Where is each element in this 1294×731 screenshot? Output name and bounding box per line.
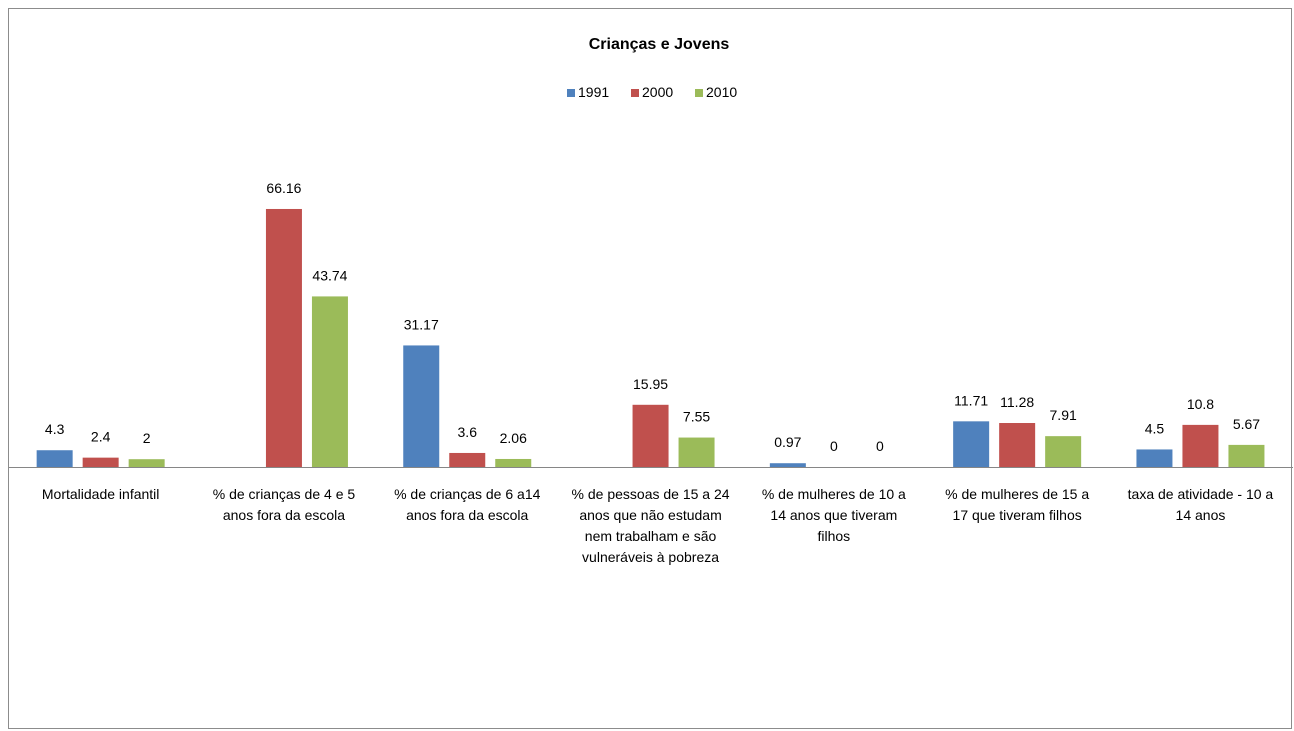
data-label-2000-0: 2.4 (91, 429, 111, 445)
data-label-1991-6: 4.5 (1145, 420, 1165, 436)
data-label-2000-4: 0 (830, 438, 838, 454)
data-label-2010-5: 7.91 (1050, 407, 1077, 423)
chart-frame: Crianças e Jovens 1991 2000 2010 4.3 2.4 2 66… (8, 8, 1293, 729)
category-label-5: % de mulheres de 15 a 17 que tiveram filh… (945, 486, 1089, 523)
category-label-4: % de mulheres de 10 a 14 anos que tiveram… (762, 486, 906, 544)
data-label-1991-0: 4.3 (45, 421, 65, 437)
category-label-3: % de pessoas de 15 a 24 anos que não estu… (572, 486, 730, 565)
category-labels: Mortalidade infantil % de crianças de 4 e… (42, 486, 1274, 565)
bar-2010-2 (495, 458, 532, 467)
data-label-2000-5: 11.28 (1000, 394, 1034, 410)
chart-svg: Crianças e Jovens 1991 2000 2010 4.3 2.4 2 66… (9, 36, 1293, 565)
legend-label-1991: 1991 (578, 84, 609, 100)
bar-2000-2 (449, 452, 486, 467)
legend-swatch-2010 (695, 89, 703, 97)
bar-2000-6 (1182, 424, 1219, 467)
bar-2010-3 (678, 437, 715, 467)
data-label-2010-6: 5.67 (1233, 416, 1260, 432)
data-label-2010-1: 43.74 (312, 267, 347, 283)
data-label-2010-4: 0 (876, 438, 884, 454)
bar-1991-2 (403, 345, 440, 467)
bar-1991-0 (36, 450, 73, 467)
legend-swatch-2000 (631, 89, 639, 97)
legend-label-2000: 2000 (642, 84, 673, 100)
data-label-2000-1: 66.16 (266, 180, 301, 196)
data-label-2000-2: 3.6 (458, 424, 478, 440)
data-label-1991-5: 11.71 (954, 392, 988, 408)
bar-1991-5 (953, 421, 990, 467)
data-label-2000-6: 10.8 (1187, 396, 1214, 412)
category-label-2: % de crianças de 6 a14 anos fora da escol… (394, 486, 541, 523)
category-label-0: Mortalidade infantil (42, 486, 160, 502)
bar-2000-5 (999, 423, 1036, 467)
chart-title: Crianças e Jovens (589, 36, 730, 53)
bar-2000-3 (632, 404, 669, 467)
data-label-1991-4: 0.97 (774, 434, 801, 450)
legend-swatch-1991 (567, 89, 575, 97)
data-label-2010-3: 7.55 (683, 409, 710, 425)
bar-1991-6 (1136, 449, 1173, 467)
category-label-1: % de crianças de 4 e 5 anos fora da escol… (213, 486, 356, 523)
legend: 1991 2000 2010 (567, 84, 737, 100)
bar-2010-5 (1045, 436, 1082, 467)
legend-label-2010: 2010 (706, 84, 737, 100)
bar-2000-1 (265, 208, 302, 467)
data-labels: 4.3 2.4 2 66.16 43.74 31.17 3.6 2.06 15.95 7.55 0.… (45, 180, 1260, 454)
bar-2000-0 (82, 457, 119, 467)
data-label-1991-2: 31.17 (404, 316, 439, 332)
data-label-2010-0: 2 (143, 430, 151, 446)
bar-2010-1 (311, 296, 348, 467)
data-label-2010-2: 2.06 (500, 430, 527, 446)
bar-2010-0 (128, 459, 165, 467)
data-label-2000-3: 15.95 (633, 376, 668, 392)
category-label-6: taxa de atividade - 10 a 14 anos (1128, 486, 1274, 523)
bars (36, 208, 1265, 467)
bar-2010-6 (1228, 444, 1265, 467)
bar-1991-4 (769, 463, 806, 467)
